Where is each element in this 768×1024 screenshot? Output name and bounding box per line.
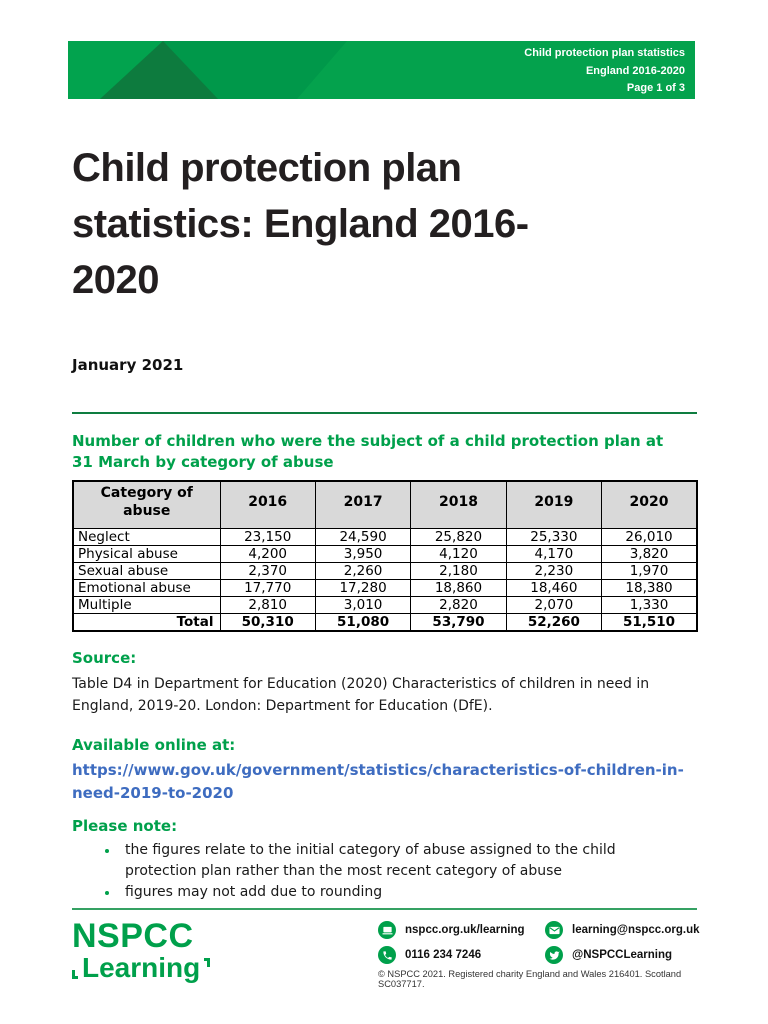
please-note-label: Please note: [72,817,178,835]
page-title: Child protection plan statistics: Englan… [72,140,722,308]
source-url-link[interactable]: https://www.gov.uk/government/statistics… [72,761,684,802]
logo-nspcc-text: NSPCC [72,917,194,955]
contact-website-label[interactable]: nspcc.org.uk/learning [405,924,525,936]
banner-text: Child protection plan statistics England… [524,45,685,98]
value-cell: 23,150 [219,528,316,546]
total-value-cell: 52,260 [505,613,603,632]
nspcc-learning-logo: NSPCC Learning [72,917,211,983]
contact-twitter-label[interactable]: @NSPCCLearning [572,949,673,961]
value-cell: 3,010 [314,596,412,614]
value-cell: 26,010 [601,528,698,546]
value-cell: 18,460 [505,579,603,597]
total-value-cell: 50,310 [219,613,316,632]
contact-email[interactable]: learning@nspcc.org.uk [545,921,700,939]
table-body: Neglect 23,150 24,590 25,820 25,330 26,010 Phy… [72,528,698,632]
value-cell: 2,180 [410,562,507,580]
banner-pattern [68,41,695,99]
column-header: 2016 [219,480,316,529]
publication-date: January 2021 [72,356,184,374]
charity-registration-text: © NSPCC 2021. Registered charity England… [378,969,682,989]
divider-rule-top [72,412,697,414]
footer-contacts: nspcc.org.uk/learning learning@nspcc.org… [378,921,700,964]
logo-learning-text: Learning [72,952,211,983]
page-title-line-2: statistics: England 2016- [72,202,529,246]
value-cell: 4,120 [410,545,507,563]
value-cell: 1,970 [601,562,698,580]
value-cell: 3,820 [601,545,698,563]
value-cell: 24,590 [314,528,412,546]
divider-rule-bottom [72,908,697,910]
value-cell: 2,260 [314,562,412,580]
value-cell: 25,330 [505,528,603,546]
row-label-cell: Multiple [72,596,221,614]
contact-twitter[interactable]: @NSPCCLearning [545,946,700,964]
contact-email-label[interactable]: learning@nspcc.org.uk [572,924,700,936]
page-title-line-1: Child protection plan [72,146,462,190]
contact-phone-label[interactable]: 0116 234 7246 [405,949,482,961]
phone-icon [378,946,396,964]
source-text: Table D4 in Department for Education (20… [72,676,650,714]
table-row: Emotional abuse 17,770 17,280 18,860 18,460 1… [72,579,698,597]
value-cell: 2,230 [505,562,603,580]
total-value-cell: 51,510 [601,613,698,632]
note-bullet-item: the figures relate to the initial catego… [119,840,672,882]
note-bullet-list: the figures relate to the initial catego… [72,840,672,903]
value-cell: 2,070 [505,596,603,614]
value-cell: 18,380 [601,579,698,597]
value-cell: 4,200 [219,545,316,563]
value-cell: 17,770 [219,579,316,597]
value-cell: 17,280 [314,579,412,597]
table-row: Sexual abuse 2,370 2,260 2,180 2,230 1,970 [72,562,698,580]
total-value-cell: 51,080 [314,613,412,632]
row-label-cell: Physical abuse [72,545,221,563]
logo-corner-bracket-right-icon [204,957,211,967]
website-icon [378,921,396,939]
banner-line-3: Page 1 of 3 [626,82,685,94]
value-cell: 2,370 [219,562,316,580]
source-label: Source: [72,649,137,667]
row-label-cell: Emotional abuse [72,579,221,597]
available-online-label: Available online at: [72,736,236,754]
total-value-cell: 53,790 [410,613,507,632]
value-cell: 18,860 [410,579,507,597]
table-row: Multiple 2,810 3,010 2,820 2,070 1,330 [72,596,698,614]
page-title-line-3: 2020 [72,258,159,302]
table-row: Physical abuse 4,200 3,950 4,120 4,170 3,820 [72,545,698,563]
contact-phone[interactable]: 0116 234 7246 [378,946,545,964]
header-banner: Child protection plan statistics England… [68,41,695,99]
table-heading: Number of children who were the subject … [72,432,664,471]
note-bullet-item: figures may not add due to rounding [119,882,672,903]
column-header: 2018 [410,480,507,529]
column-header: Category of abuse [72,480,221,529]
value-cell: 4,170 [505,545,603,563]
value-cell: 25,820 [410,528,507,546]
row-label-cell: Sexual abuse [72,562,221,580]
statistics-table: Category of abuse 2016 2017 2018 2019 20… [72,480,698,632]
row-label-cell: Neglect [72,528,221,546]
logo-corner-bracket-left-icon [72,969,78,979]
value-cell: 2,820 [410,596,507,614]
value-cell: 3,950 [314,545,412,563]
value-cell: 1,330 [601,596,698,614]
banner-line-1: Child protection plan statistics [524,47,685,59]
email-icon [545,921,563,939]
total-label-cell: Total [72,613,221,632]
table-header-row: Category of abuse 2016 2017 2018 2019 20… [72,480,698,529]
contact-website[interactable]: nspcc.org.uk/learning [378,921,545,939]
table-row: Neglect 23,150 24,590 25,820 25,330 26,010 [72,528,698,546]
twitter-icon [545,946,563,964]
logo-learning-label: Learning [82,952,201,983]
table-total-row: Total 50,310 51,080 53,790 52,260 51,510 [72,613,698,632]
banner-line-2: England 2016-2020 [585,64,685,77]
column-header: 2019 [505,480,603,529]
value-cell: 2,810 [219,596,316,614]
column-header: 2020 [601,480,698,529]
column-header: 2017 [314,480,412,529]
